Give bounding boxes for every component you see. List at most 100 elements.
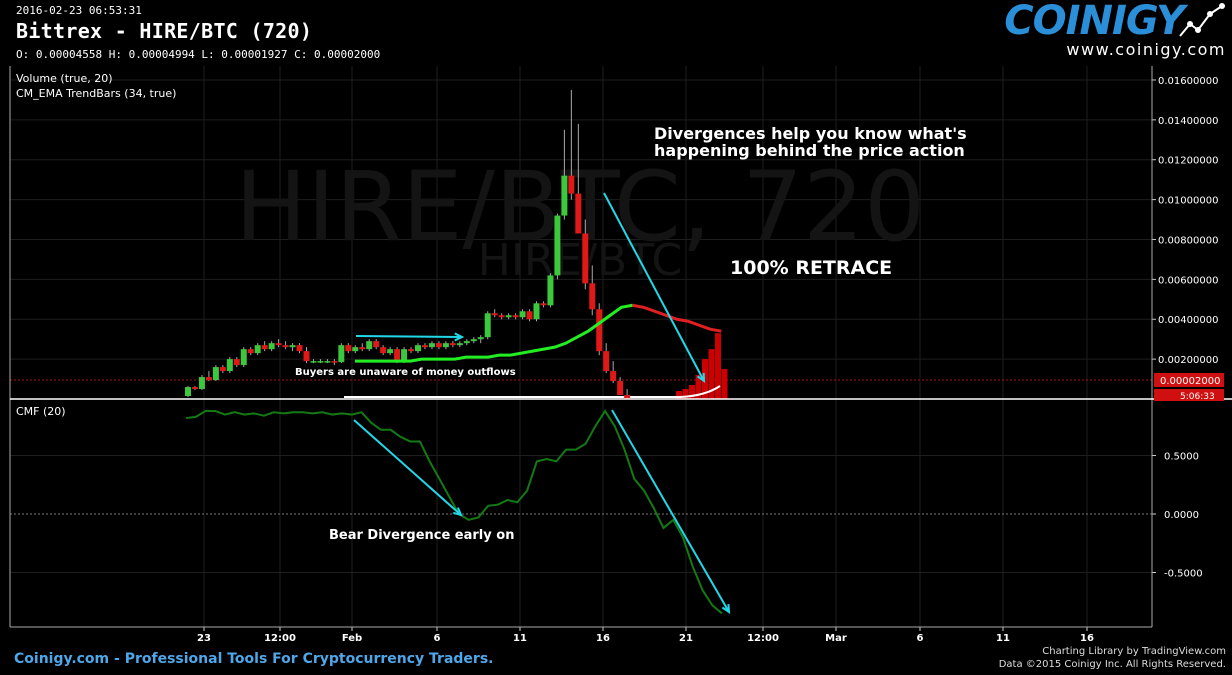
candle <box>568 89 575 200</box>
arrow-shaft <box>353 419 462 516</box>
candle-body <box>226 359 233 372</box>
candle-body <box>610 371 617 382</box>
candle-body <box>303 351 310 362</box>
candle <box>380 345 387 356</box>
candle <box>317 359 324 364</box>
candle <box>470 337 477 344</box>
price-tick-label: 0.00200000 <box>1158 355 1218 366</box>
ema-indicator-label[interactable]: CM_EMA TrendBars (34, true) <box>16 87 177 100</box>
x-tick-label: 6 <box>917 633 924 644</box>
candle-body <box>435 343 442 348</box>
divergence-note: Divergences help you know what's happeni… <box>654 125 967 159</box>
countdown-tag <box>1154 389 1224 401</box>
volume-bar <box>676 391 682 399</box>
candle-body <box>624 395 631 399</box>
candle <box>387 347 394 356</box>
candle-body <box>561 175 568 216</box>
candle <box>240 347 247 368</box>
candle-body <box>310 361 317 363</box>
candle <box>373 339 380 350</box>
candle-body <box>219 367 226 372</box>
candle-body <box>568 175 575 194</box>
cmf-line <box>185 409 723 615</box>
candle <box>540 301 547 308</box>
chart-title: Bittrex - HIRE/BTC (720) <box>16 19 313 43</box>
timestamp: 2016-02-23 06:53:31 <box>16 4 142 17</box>
candle <box>359 343 366 352</box>
candle <box>296 343 303 354</box>
candle-body <box>533 303 540 320</box>
candle <box>491 309 498 318</box>
x-tick-label: 12:00 <box>264 633 296 644</box>
candle <box>268 341 275 352</box>
coinigy-logo[interactable]: COINIGY <box>1004 0 1185 44</box>
x-tick-label: Mar <box>825 633 847 644</box>
cmf-indicator-label[interactable]: CMF (20) <box>16 405 66 418</box>
candle <box>526 309 533 322</box>
candle <box>261 341 268 352</box>
candle <box>219 365 226 374</box>
candle <box>575 123 582 234</box>
volume-ma-line <box>344 385 721 398</box>
candle <box>289 343 296 352</box>
candle-body <box>519 311 526 318</box>
watermark-sub: HIRE/BTC <box>478 235 682 286</box>
footer-copyright: Data ©2015 Coinigy Inc. All Rights Reser… <box>998 659 1226 670</box>
volume-bar <box>721 369 728 399</box>
candle <box>477 335 484 344</box>
candle-body <box>491 313 498 316</box>
candle-body <box>470 339 477 342</box>
candle-body <box>415 345 422 352</box>
footer-tagline[interactable]: Coinigy.com - Professional Tools For Cry… <box>14 651 494 667</box>
current-price-label: 0.00002000 <box>1160 376 1220 387</box>
candle <box>282 341 289 350</box>
arrow-head <box>721 603 731 614</box>
arrow-shaft <box>611 409 730 613</box>
cmf-tick-label: -0.5000 <box>1164 569 1203 580</box>
candle-body <box>408 349 415 352</box>
volume-bar <box>715 333 721 399</box>
volume-bar <box>695 375 702 399</box>
ema-up-segment <box>355 303 633 363</box>
axes: 23 12:00 Feb 6 11 16 21 12:00 Mar 6 11 16 0.01600000… <box>9 66 1232 644</box>
candle <box>610 361 617 384</box>
candles <box>185 89 631 399</box>
candle-body <box>247 349 254 354</box>
candle-body <box>394 349 401 362</box>
candle-body <box>421 345 428 348</box>
volume-indicator-label[interactable]: Volume (true, 20) <box>16 72 113 85</box>
candle <box>554 213 561 280</box>
divergence-note-line1: Divergences help you know what's <box>654 124 967 143</box>
price-tick-label: 0.00400000 <box>1158 315 1218 326</box>
candle-body <box>240 349 247 366</box>
candle <box>533 301 540 322</box>
candle-body <box>373 341 380 348</box>
candle-body <box>317 361 324 363</box>
candle <box>415 343 422 354</box>
cmf-arrow-late <box>611 409 731 614</box>
candle <box>547 273 554 308</box>
coinigy-url[interactable]: www.coinigy.com <box>1066 40 1226 59</box>
candle <box>421 343 428 350</box>
candle <box>442 341 449 350</box>
candle <box>463 339 470 346</box>
candle <box>303 347 310 364</box>
candle <box>617 377 624 396</box>
x-tick-label: Feb <box>342 633 362 644</box>
candle-body <box>596 309 603 352</box>
cmf-arrow-early <box>353 419 463 517</box>
candle-body <box>366 341 373 350</box>
footer-tradingview[interactable]: Charting Library by TradingView.com <box>1042 646 1226 657</box>
buyers-note: Buyers are unaware of money outflows <box>295 367 516 378</box>
arrow-head <box>454 332 465 342</box>
candle-body <box>296 345 303 352</box>
candle <box>408 347 415 354</box>
price-tick-label: 0.01000000 <box>1158 196 1218 207</box>
candle-body <box>554 215 561 276</box>
candle-body <box>345 345 352 352</box>
candle <box>352 345 359 354</box>
candle-body <box>338 345 345 363</box>
price-tick-label: 0.01600000 <box>1158 76 1218 87</box>
candle <box>310 359 317 364</box>
